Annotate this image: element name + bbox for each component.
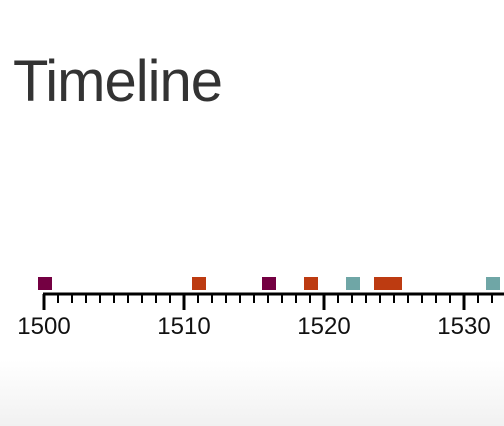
timeline-events	[38, 277, 500, 290]
event-marker[interactable]	[374, 277, 402, 290]
year-label: 1500	[17, 313, 70, 340]
year-label: 1520	[297, 313, 350, 340]
page-title: Timeline	[13, 49, 223, 114]
event-marker[interactable]	[38, 277, 52, 290]
year-label: 1530	[437, 313, 490, 340]
event-marker[interactable]	[262, 277, 276, 290]
bottom-fade	[0, 360, 504, 426]
timeline-labels: 1500 1510 1520 1530	[17, 313, 490, 340]
event-marker[interactable]	[192, 277, 206, 290]
event-marker[interactable]	[304, 277, 318, 290]
event-marker[interactable]	[486, 277, 500, 290]
event-marker[interactable]	[346, 277, 360, 290]
year-label: 1510	[157, 313, 210, 340]
timeline-ticks	[42, 294, 493, 310]
